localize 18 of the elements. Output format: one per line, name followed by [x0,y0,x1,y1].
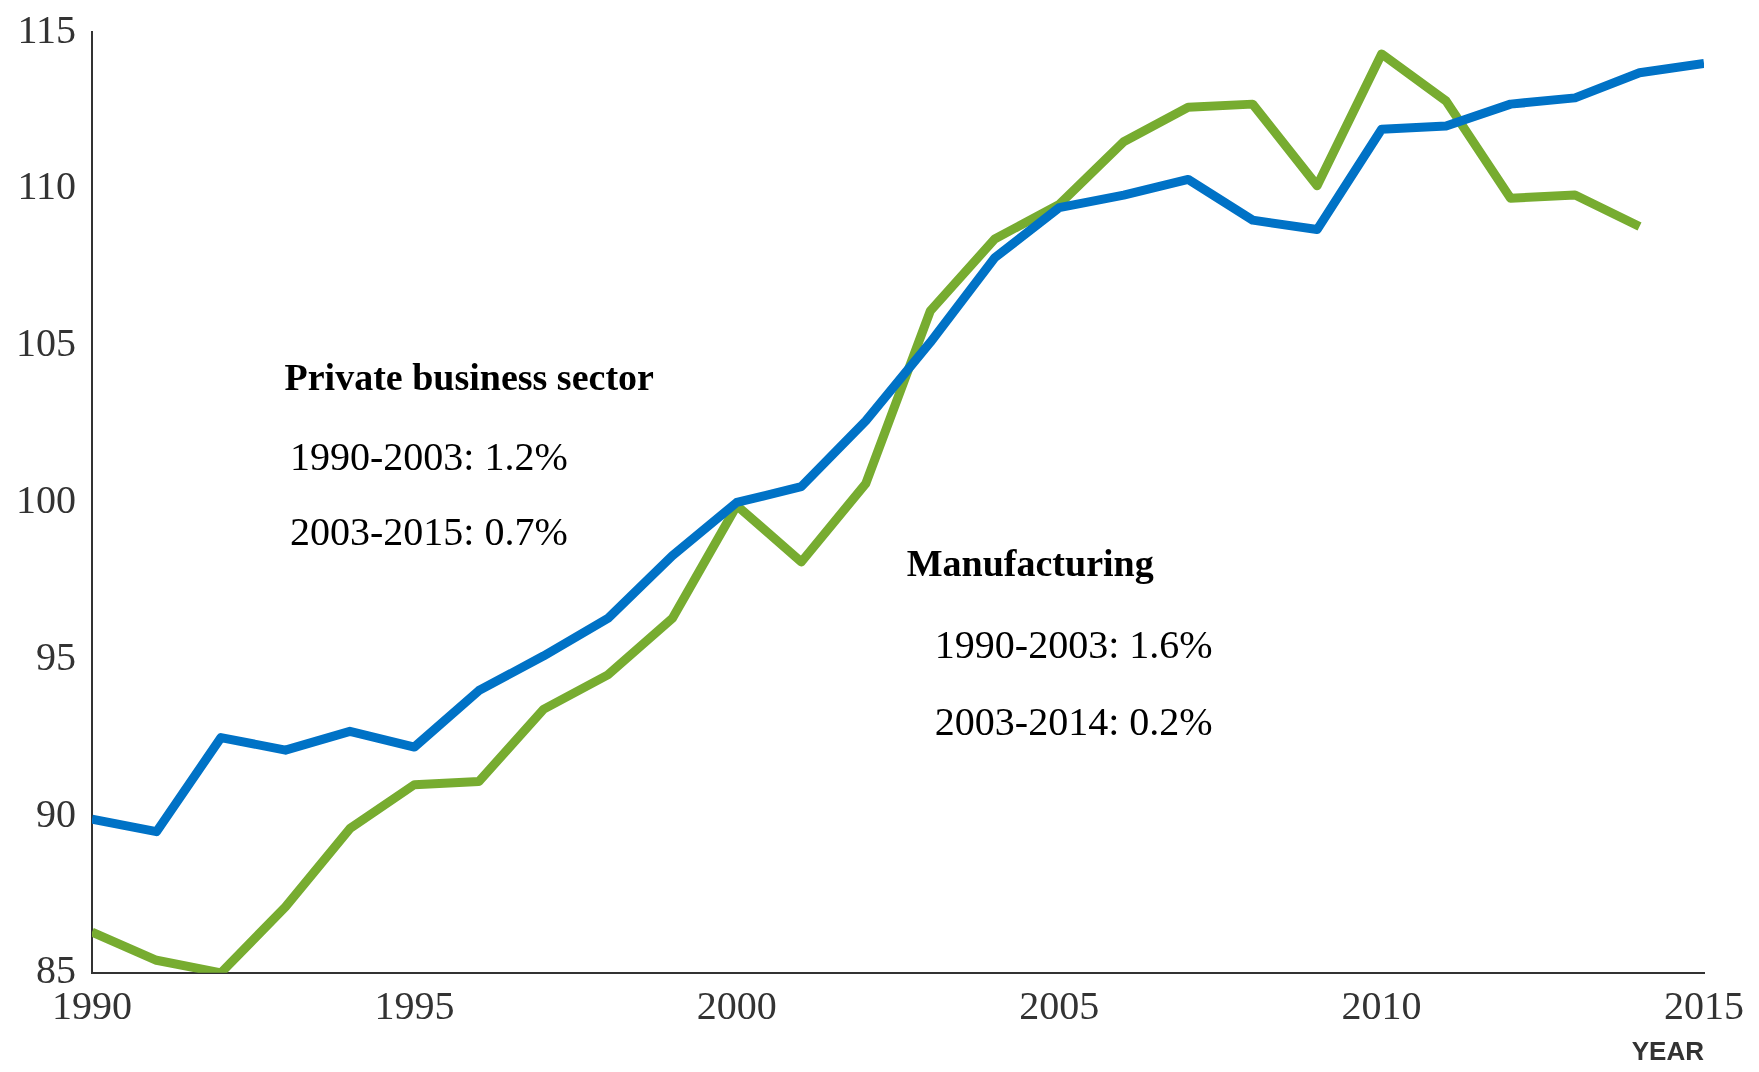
x-tick-label: 2005 [1019,983,1100,1029]
annotation: 2003-2014: 0.2% [934,698,1213,744]
x-tick-label: 2010 [1341,983,1422,1029]
annotation: Private business sector [284,355,655,398]
y-tick-label: 95 [36,633,76,679]
x-tick-label: 2000 [696,983,777,1029]
x-axis-title: YEAR [1631,1035,1705,1066]
y-tick-label: 110 [17,163,76,209]
annotation: 2003-2015: 0.7% [290,508,568,554]
y-tick-label: 100 [16,476,76,522]
x-tick-label: 2015 [1664,983,1744,1029]
y-tick-label: 115 [17,6,76,52]
annotation: 1990-2003: 1.6% [934,621,1213,667]
annotation: Manufacturing [906,542,1154,585]
y-tick-label: 90 [36,790,76,836]
y-tick-label: 105 [16,320,76,366]
annotation: 1990-2003: 1.2% [290,433,568,479]
x-tick-label: 1995 [374,983,455,1029]
